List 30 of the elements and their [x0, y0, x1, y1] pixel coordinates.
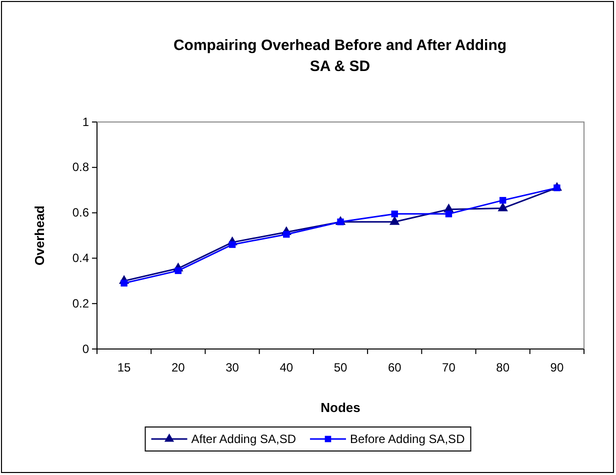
y-axis-title: Overhead: [32, 205, 47, 266]
legend-label: After Adding SA,SD: [191, 432, 296, 446]
x-tick-label: 30: [226, 360, 240, 375]
point: [283, 231, 290, 238]
y-tick-label: 0: [82, 342, 90, 356]
x-tick-label: 80: [496, 360, 510, 375]
x-tick-label: 90: [550, 360, 564, 375]
x-tick-label: 70: [442, 360, 456, 375]
point: [554, 184, 560, 192]
x-tick-label: 20: [171, 360, 186, 375]
chart-title: Compairing Overhead Before and After Adding SA & SD: [173, 37, 507, 75]
x-axis-title: Nodes: [320, 400, 360, 415]
point: [120, 280, 128, 287]
point: [445, 210, 452, 218]
point: [390, 216, 400, 225]
point: [174, 267, 182, 274]
x-tick-label: 50: [334, 360, 348, 375]
point: [391, 210, 398, 218]
y-tick-label: 0.8: [72, 160, 90, 174]
x-tick-label: 15: [117, 360, 132, 375]
y-tick-label: 1: [82, 114, 90, 129]
legend-label: Before Adding SA,SD: [350, 432, 466, 446]
y-tick-label: 0.2: [72, 296, 90, 310]
x-tick-label: 40: [280, 360, 294, 375]
x-tick-label: 60: [388, 360, 402, 375]
y-tick-label: 0.4: [72, 251, 90, 266]
point: [498, 202, 508, 212]
y-tick-label: 0.6: [72, 206, 90, 220]
point: [499, 196, 506, 204]
point: [228, 241, 236, 248]
